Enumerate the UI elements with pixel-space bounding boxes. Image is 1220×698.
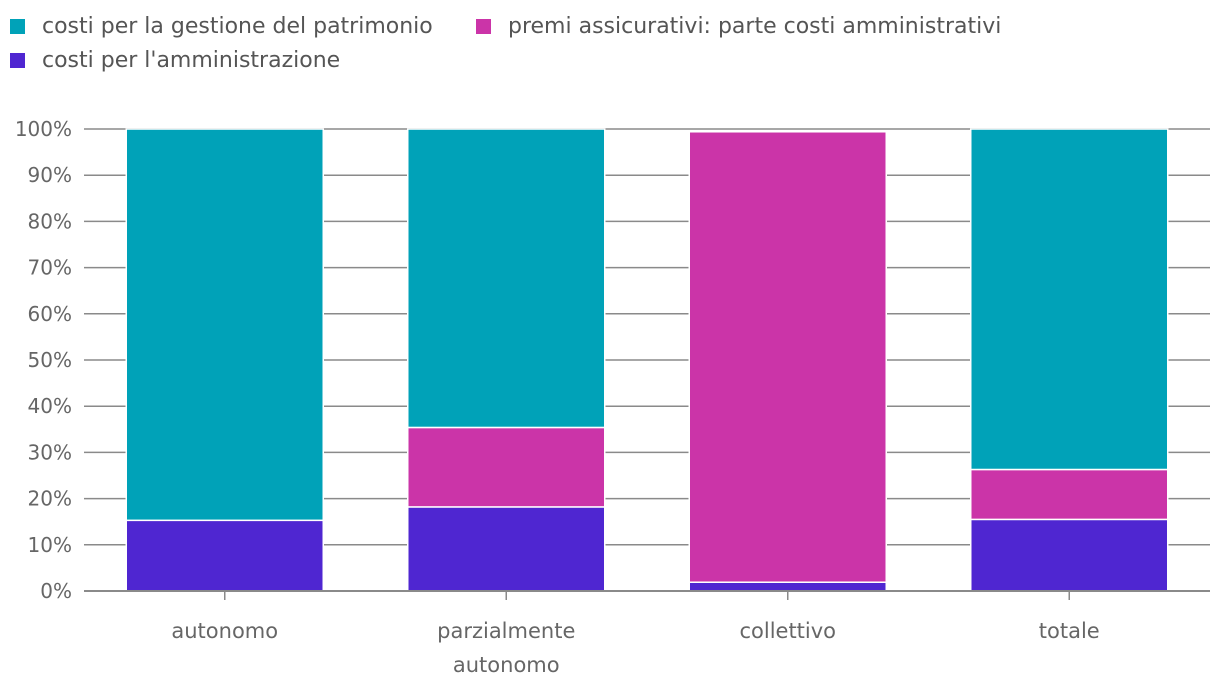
x-tick-label: collettivo: [739, 619, 836, 643]
legend-label-patrimonio: costi per la gestione del patrimonio: [42, 14, 433, 39]
bar-segment: [970, 518, 1169, 592]
x-tick-label: autonomo: [171, 619, 278, 643]
y-tick-label: 100%: [15, 117, 72, 141]
y-tick-label: 90%: [28, 163, 72, 187]
bar-segment: [688, 131, 887, 583]
bar-segment: [407, 128, 606, 429]
x-tick-label: totale: [1039, 619, 1100, 643]
legend-swatch-patrimonio: [10, 19, 25, 34]
bar-segment: [125, 519, 324, 592]
y-tick-label: 80%: [28, 209, 72, 233]
legend-item-amministrazione[interactable]: costi per l'amministrazione: [10, 48, 340, 73]
y-tick-label: 20%: [28, 487, 72, 511]
legend-swatch-amministrazione: [10, 53, 25, 68]
bar-segment: [688, 581, 887, 592]
x-axis: autonomo parzialmente autonomo collettivo to…: [84, 590, 1210, 677]
bar-segment: [970, 468, 1169, 521]
bar-segment: [407, 506, 606, 592]
y-tick-label: 60%: [28, 302, 72, 326]
bar-segment: [970, 128, 1169, 471]
legend-item-premi[interactable]: premi assicurativi: parte costi amminist…: [476, 14, 1001, 39]
y-tick-label: 30%: [28, 440, 72, 464]
legend-label-premi: premi assicurativi: parte costi amminist…: [508, 14, 1002, 39]
y-tick-label: 50%: [28, 348, 72, 372]
x-tick-label: parzialmente autonomo: [437, 619, 575, 677]
legend-label-amministrazione: costi per l'amministrazione: [42, 48, 341, 73]
legend-item-patrimonio[interactable]: costi per la gestione del patrimonio: [10, 14, 433, 39]
y-tick-label: 40%: [28, 394, 72, 418]
y-tick-label: 0%: [40, 579, 72, 603]
legend-swatch-premi: [476, 19, 491, 34]
bar-segment: [125, 128, 324, 522]
y-axis-tick-labels: 0% 10% 20% 30% 40% 50% 60% 70% 80% 90% 100%: [15, 117, 72, 603]
y-tick-label: 10%: [28, 533, 72, 557]
bars: [125, 128, 1169, 592]
bar-segment: [407, 426, 606, 508]
y-tick-label: 70%: [28, 256, 72, 280]
